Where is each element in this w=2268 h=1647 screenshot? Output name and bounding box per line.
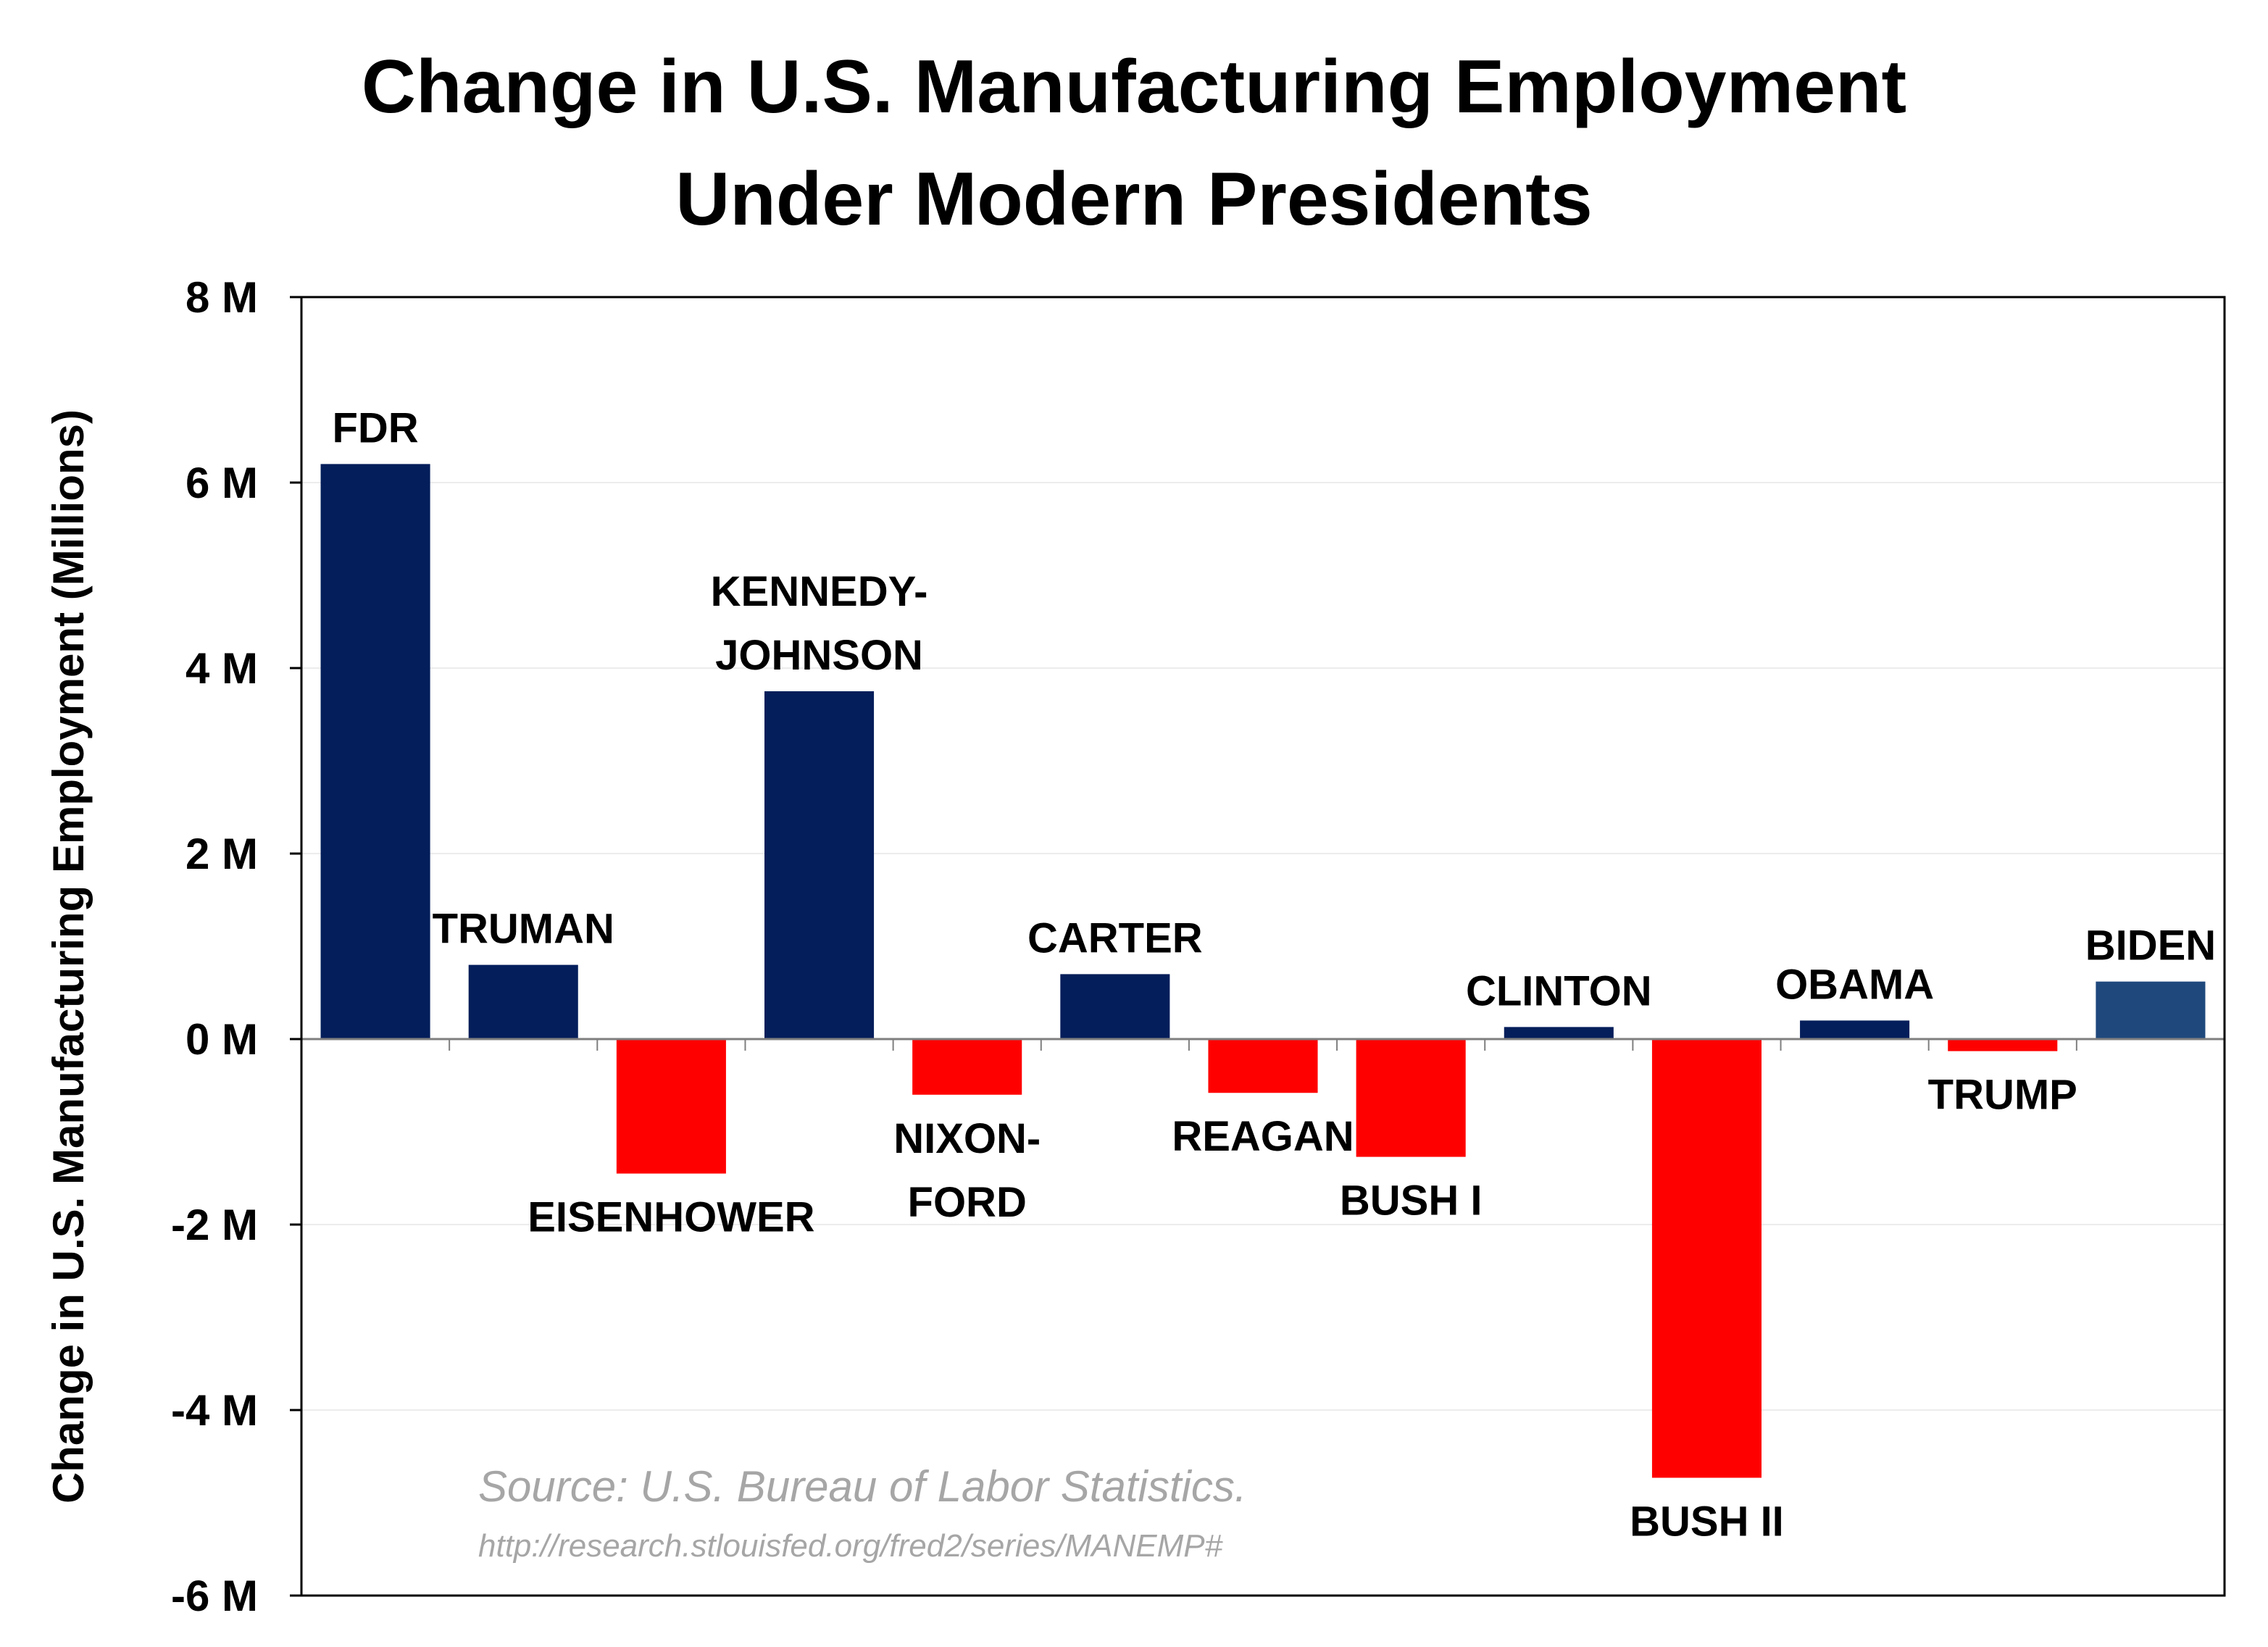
bar-label-line: JOHNSON [715,632,923,679]
bar-label-line: FDR [332,404,418,451]
bar [468,964,578,1039]
bar-label-line: BIDEN [2085,922,2216,970]
bar [1060,974,1170,1039]
bar [912,1039,1022,1095]
bar-label: BUSH II [1630,1498,1784,1545]
bar [1651,1039,1762,1478]
y-tick-label: 4 M [185,644,258,693]
bar-label: EISENHOWER [528,1194,814,1241]
bar-label: BUSH I [1340,1177,1483,1225]
bar-label-line: CARTER [1027,914,1203,962]
bar-label-line: BUSH II [1630,1498,1784,1545]
bar [616,1039,726,1174]
y-tick-label: -2 M [171,1201,258,1249]
bar-label: TRUMP [1928,1072,2077,1119]
bar-label-line: TRUMP [1928,1072,2077,1119]
source-url: http://research.stlouisfed.org/fred2/ser… [478,1528,1223,1564]
bar-label-line: REAGAN [1172,1113,1354,1160]
bar-label-line: BUSH I [1340,1177,1483,1225]
bar-label: CARTER [1027,914,1203,962]
y-axis-label: Change in U.S. Manufacturing Employment … [44,409,93,1504]
bar-labels: FDR TRUMAN EISENHOWER KENNEDY- JOHNSON NIXON-… [332,404,2216,1545]
y-tick-label: 8 M [185,273,258,322]
bar [2096,981,2206,1039]
bar-label-line: EISENHOWER [528,1194,814,1241]
bar-label-line: KENNEDY- [711,568,928,615]
bar-label: KENNEDY- JOHNSON [711,568,928,679]
bar-label: FDR [332,404,418,451]
axes: 8 M 6 M 4 M 2 M 0 M -2 M -4 M -6 M [171,273,2226,1620]
bars [320,464,2206,1478]
plot-frame [300,296,2226,1597]
y-tick-label: 6 M [185,459,258,507]
bar [1356,1039,1466,1157]
bar-label: CLINTON [1466,967,1652,1014]
bar [1504,1027,1614,1039]
bar [1208,1039,1318,1093]
bar [320,464,430,1039]
bar-label-line: OBAMA [1775,961,1934,1008]
bar-label-line: CLINTON [1466,967,1652,1014]
bar-label-line: FORD [908,1179,1027,1226]
bar-label-line: TRUMAN [433,906,614,953]
y-tick-label: -6 M [171,1572,258,1620]
chart-title-line-2: Under Modern Presidents [675,157,1593,241]
bar [764,691,875,1039]
bar-label: OBAMA [1775,961,1934,1008]
y-tick-label: 0 M [185,1015,258,1064]
bar-label-line: NIXON- [893,1115,1041,1162]
bar-label: TRUMAN [433,906,614,953]
bar-label: NIXON- FORD [893,1115,1041,1226]
bar-label: REAGAN [1172,1113,1354,1160]
chart-title-line-1: Change in U.S. Manufacturing Employment [362,45,1906,129]
y-tick-label: 2 M [185,830,258,878]
bar [1800,1020,1910,1039]
bar-label: BIDEN [2085,922,2216,970]
bar [1948,1039,2058,1051]
source-note: Source: U.S. Bureau of Labor Statistics. [478,1462,1247,1511]
gridlines [301,482,2225,1411]
y-tick-label: -4 M [171,1386,258,1435]
